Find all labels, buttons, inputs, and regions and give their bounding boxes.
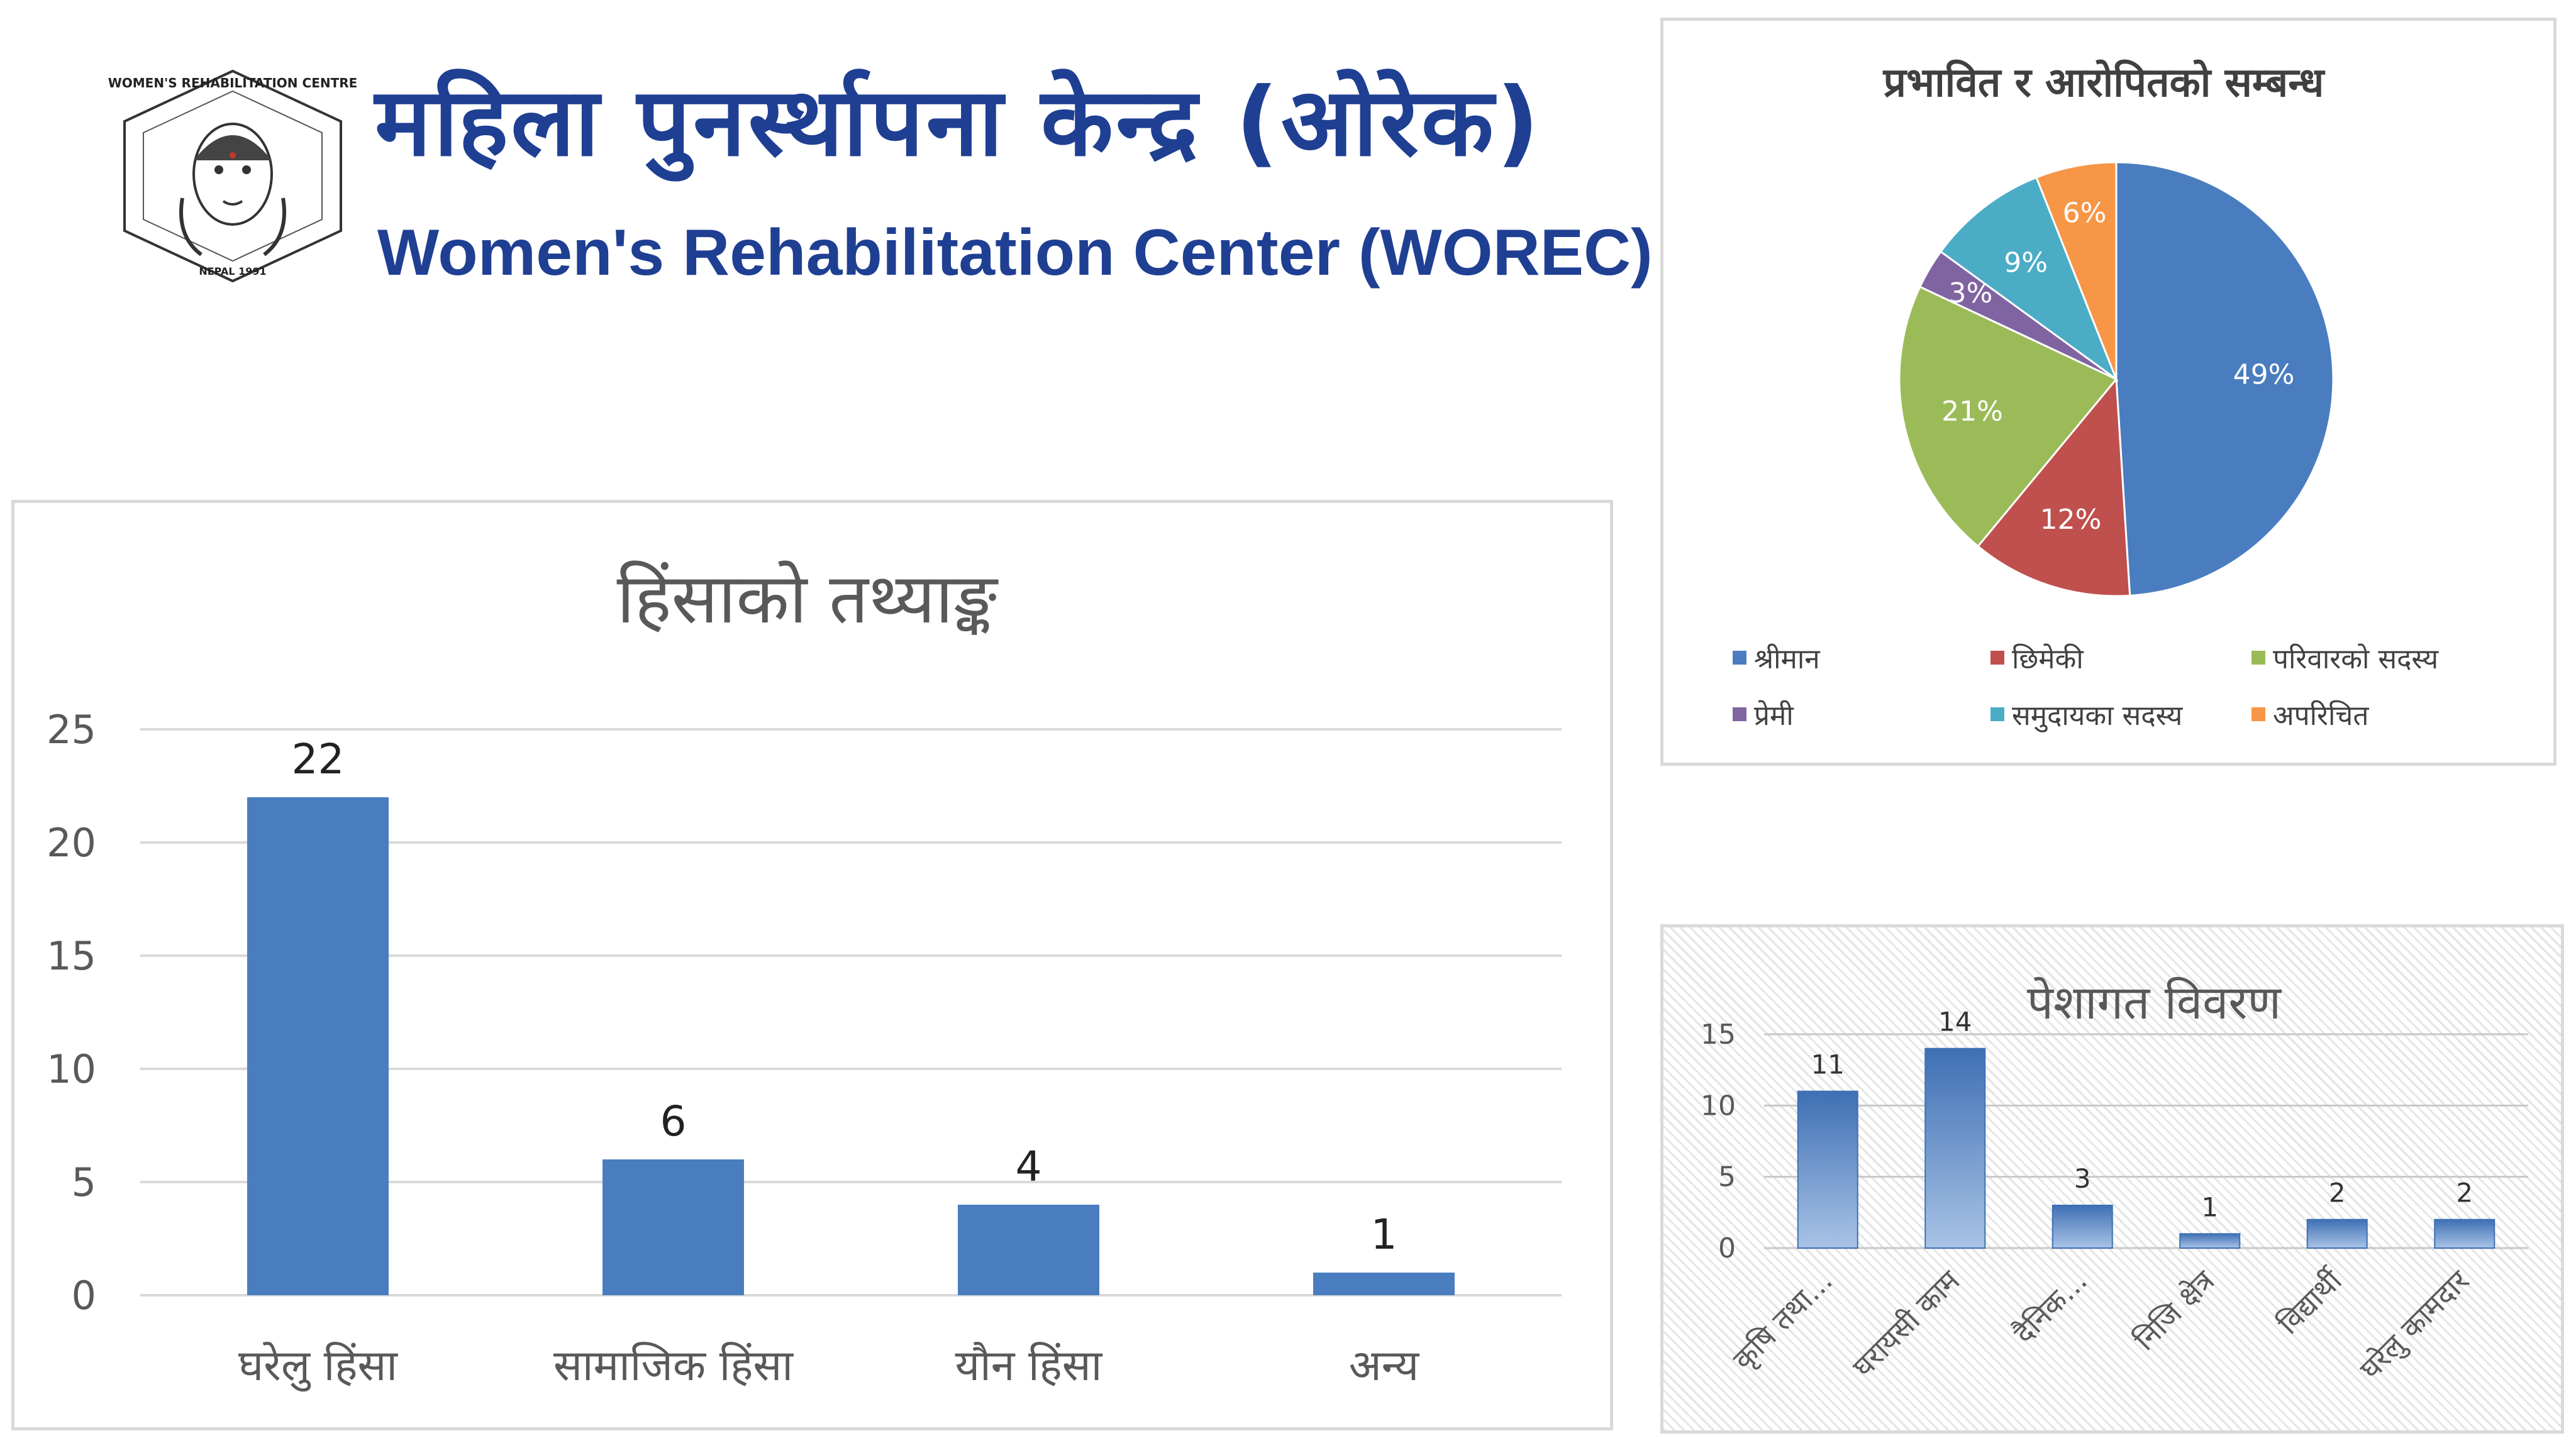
legend-swatch xyxy=(1990,651,2004,665)
y-tick-label: 20 xyxy=(47,820,96,866)
data-label: 11 xyxy=(1811,1049,1845,1080)
data-label: 22 xyxy=(292,735,345,783)
data-label: 1 xyxy=(2201,1191,2218,1222)
slice-label: 49% xyxy=(2233,359,2295,391)
chart-title: प्रभावित र आरोपितको सम्बन्ध xyxy=(1883,59,2326,106)
y-tick-label: 15 xyxy=(1701,1019,1736,1051)
category-label: कृषि तथा... xyxy=(1726,1264,1840,1378)
data-label: 4 xyxy=(1016,1142,1042,1191)
violence-chart-panel: हिंसाको तथ्याङ्क 0 5 10 15 20 25 22 घरेलु हिंसा 6… xyxy=(11,500,1613,1430)
pie-slice xyxy=(1976,377,2131,597)
chart-title: पेशागत विवरण xyxy=(2027,976,2282,1030)
category-label: सामाजिक हिंसा xyxy=(553,1341,794,1391)
bar xyxy=(2306,1219,2368,1249)
slice-label: 12% xyxy=(2040,504,2102,536)
pie-slice xyxy=(1898,285,2118,548)
legend-label: अपरिचित xyxy=(2273,700,2369,732)
category-label: घरायसी काम xyxy=(1846,1263,1967,1384)
org-title-nepali: महिला पुनर्स्थापना केन्द्र (ओरेक) xyxy=(375,68,1542,177)
relation-chart-panel: प्रभावित र आरोपितको सम्बन्ध 49% 12% 21% 3% 9%… xyxy=(1660,18,2557,766)
y-tick-label: 5 xyxy=(72,1159,96,1205)
pie-slice xyxy=(1939,176,2119,382)
category-label: विद्यार्थी xyxy=(2271,1263,2349,1340)
category-label: निजि क्षेत्र xyxy=(2128,1263,2222,1357)
legend-swatch xyxy=(1733,651,1746,665)
bar xyxy=(2179,1233,2241,1249)
bar xyxy=(2434,1219,2496,1249)
slice-label: 6% xyxy=(2063,197,2107,229)
org-title-english: Women's Rehabilitation Center (WOREC) xyxy=(377,216,1653,289)
category-label: घरेलु हिंसा xyxy=(238,1341,398,1392)
y-tick-label: 5 xyxy=(1718,1161,1736,1193)
legend-swatch xyxy=(1990,707,2004,721)
slice-label: 21% xyxy=(1941,395,2003,428)
legend-swatch xyxy=(1733,707,1746,721)
woman-face-logo-icon: WOMEN'S REHABILITATION CENTRE NEPAL 1991 xyxy=(108,69,358,283)
legend-swatch xyxy=(2251,707,2265,721)
bar xyxy=(1797,1090,1858,1249)
y-tick-label: 10 xyxy=(47,1046,96,1092)
data-label: 1 xyxy=(1371,1210,1397,1259)
y-tick-label: 0 xyxy=(72,1273,96,1318)
y-tick-label: 15 xyxy=(47,933,96,979)
legend-label: परिवारको सदस्य xyxy=(2273,643,2440,675)
y-tick-label: 0 xyxy=(1718,1232,1736,1264)
slice-label: 9% xyxy=(2004,247,2048,279)
worec-logo: WOMEN'S REHABILITATION CENTRE NEPAL 1991 xyxy=(107,66,358,286)
bar xyxy=(958,1205,1099,1295)
category-label: दैनिक... xyxy=(2007,1264,2094,1351)
occupation-chart-panel: पेशागत विवरण 0 5 10 15 11 कृषि तथा... 14 घरायसी … xyxy=(1660,924,2564,1434)
logo-bottom-text: NEPAL 1991 xyxy=(199,265,266,277)
legend-label: समुदायका सदस्य xyxy=(2012,700,2184,732)
legend-label: श्रीमान xyxy=(1754,643,1821,675)
category-label: अन्य xyxy=(1349,1341,1420,1391)
chart-title: हिंसाको तथ्याङ्क xyxy=(617,558,999,639)
y-tick-label: 25 xyxy=(47,707,96,753)
y-tick-label: 10 xyxy=(1701,1090,1736,1122)
data-label: 3 xyxy=(2074,1163,2091,1194)
bar xyxy=(1313,1273,1455,1295)
bar xyxy=(1924,1047,1986,1249)
data-label: 2 xyxy=(2329,1178,2346,1208)
legend-label: प्रेमी xyxy=(1754,700,1794,732)
violence-bar-chart: हिंसाको तथ्याङ्क 0 5 10 15 20 25 22 घरेलु हिंसा 6… xyxy=(47,558,1562,1392)
logo-ring-text: WOMEN'S REHABILITATION CENTRE xyxy=(108,75,358,91)
category-label: घरेलु कामदार xyxy=(2353,1263,2477,1387)
occupation-bar-chart: पेशागत विवरण 0 5 10 15 11 कृषि तथा... 14 घरायसी … xyxy=(1701,976,2528,1387)
data-label: 2 xyxy=(2456,1178,2473,1208)
legend-label: छिमेकी xyxy=(2012,643,2084,675)
bar xyxy=(247,797,389,1295)
data-label: 14 xyxy=(1938,1007,1972,1037)
data-label: 6 xyxy=(660,1097,687,1146)
relation-pie-chart: प्रभावित र आरोपितको सम्बन्ध49%12%21%3%9%… xyxy=(1733,59,2440,732)
bar xyxy=(602,1159,744,1295)
pie-slice xyxy=(2035,161,2118,380)
category-label: यौन हिंसा xyxy=(955,1341,1103,1391)
bar xyxy=(2051,1205,2113,1249)
pie-slice xyxy=(2115,161,2334,597)
legend-swatch xyxy=(2251,651,2265,665)
